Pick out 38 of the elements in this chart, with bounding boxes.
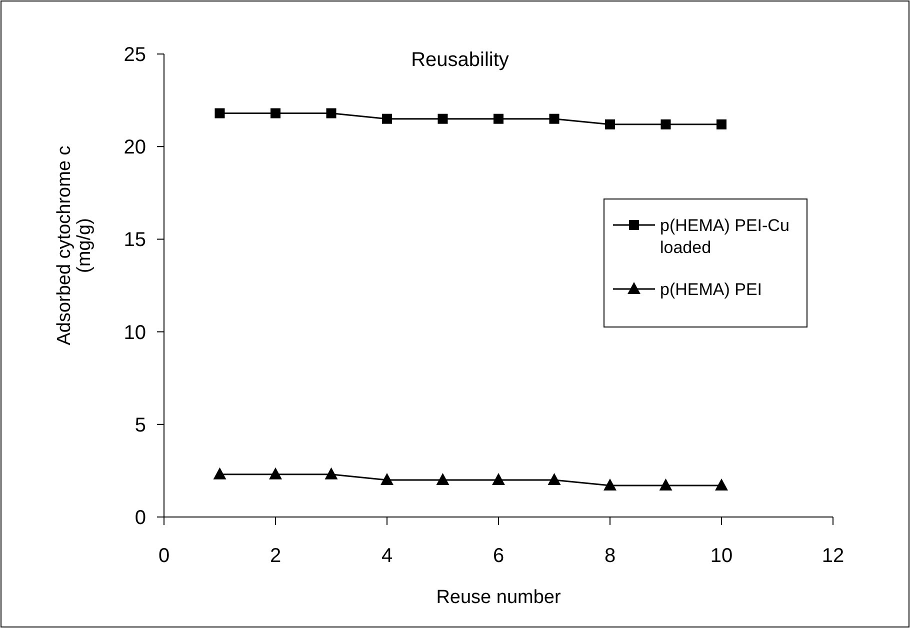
point [270,108,280,118]
y-tick-label: 20 [124,136,146,159]
y-tick-label: 0 [134,507,146,529]
point [324,467,338,480]
point [716,119,726,130]
y-tick-label: 15 [124,229,146,252]
legend-label: p(HEMA) PEI [660,280,762,299]
y-axis-title: Adsorbed cytochrome c (mg/g) [54,146,95,346]
point [269,467,282,480]
point [494,114,504,124]
point [438,114,448,124]
point [213,467,226,480]
point [492,472,505,485]
point [382,114,392,124]
point [380,472,394,485]
y-tick-label: 5 [134,414,146,436]
x-tick-label: 10 [710,545,733,567]
legend-label: p(HEMA) PEI-Cu loaded [660,216,790,257]
point [214,108,225,118]
y-tick-label: 25 [124,44,146,66]
point [659,478,672,491]
x-tick-label: 4 [381,545,393,567]
x-tick-label: 6 [492,545,504,567]
x-tick-label: 12 [822,545,844,567]
point [549,114,560,124]
point [436,472,450,485]
point [326,108,336,118]
chart-title: Reusability [411,49,509,71]
point [604,478,616,491]
x-axis-title: Reuse number [436,587,562,608]
x-tick-label: 2 [270,545,282,567]
y-tick-label: 10 [124,322,146,344]
point [660,119,671,130]
x-tick-label: 8 [604,545,616,567]
point [605,119,615,130]
x-tick-label: 0 [158,545,170,567]
point [715,478,728,491]
point [548,472,561,485]
